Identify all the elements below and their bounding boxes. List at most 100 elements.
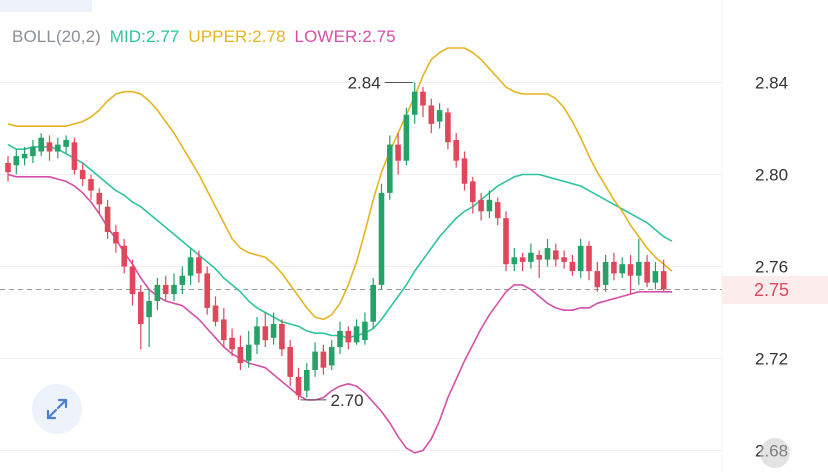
candle: [536, 250, 542, 278]
candle: [569, 255, 576, 276]
candle: [378, 183, 385, 290]
boll-legend: BOLL(20,2) MID:2.77 UPPER:2.78 LOWER:2.7…: [12, 27, 400, 47]
candle: [660, 259, 667, 292]
legend-mid: MID:2.77: [109, 27, 180, 46]
candle: [411, 82, 418, 124]
candle: [212, 296, 219, 327]
candle: [129, 259, 136, 306]
candle: [478, 192, 484, 221]
candle: [486, 190, 493, 219]
candle: [63, 135, 69, 154]
candle: [453, 133, 459, 168]
candle: [602, 255, 609, 292]
candle: [295, 367, 302, 400]
candle: [644, 255, 650, 288]
candle: [55, 137, 61, 159]
candle: [544, 238, 551, 267]
candle: [237, 335, 244, 370]
candle: [627, 255, 634, 295]
band-line-mid: [7, 143, 673, 339]
candle: [337, 321, 343, 354]
candle: [345, 326, 352, 350]
candle: [270, 312, 277, 345]
candle: [38, 133, 44, 157]
candle: [254, 317, 260, 354]
candle: [162, 275, 169, 301]
candle: [121, 238, 127, 274]
expand-chart-button[interactable]: [32, 384, 82, 434]
candle: [71, 137, 78, 175]
candle: [304, 363, 310, 398]
candle: [171, 273, 177, 301]
y-tick-label: 2.76: [755, 258, 788, 277]
candle: [279, 319, 285, 357]
candle: [312, 342, 318, 377]
candle: [561, 250, 567, 269]
candle: [179, 266, 186, 295]
candle: [113, 225, 119, 253]
candle: [328, 340, 335, 370]
candle: [461, 151, 468, 191]
candle: [586, 241, 592, 281]
candle: [196, 250, 202, 283]
candle: [13, 149, 20, 175]
candle: [528, 243, 534, 269]
watermark-logo: [760, 438, 790, 468]
candle: [445, 107, 451, 150]
legend-lower: LOWER:2.75: [294, 27, 396, 46]
candle: [104, 199, 111, 239]
candle: [79, 163, 86, 186]
candle: [88, 174, 94, 200]
candle: [511, 248, 518, 272]
candle: [387, 135, 393, 200]
candle: [229, 328, 235, 357]
candle: [619, 257, 625, 278]
current-price-label: 2.75: [754, 279, 790, 300]
y-tick-label: 2.72: [755, 350, 788, 369]
candle: [420, 87, 426, 117]
current-price-tag: 2.75: [722, 276, 828, 304]
candle: [287, 340, 293, 387]
candle: [403, 107, 410, 166]
candle: [245, 330, 252, 368]
candle: [96, 188, 103, 214]
candle: [519, 252, 526, 272]
candle: [395, 133, 401, 175]
candle: [636, 238, 642, 285]
candle: [470, 176, 476, 214]
candle: [362, 312, 368, 345]
candle: [138, 284, 144, 350]
candle: [30, 140, 36, 163]
candle: [436, 103, 443, 129]
candle: [21, 146, 28, 166]
candle: [370, 278, 376, 329]
candle: [320, 344, 327, 375]
candle: [46, 135, 53, 161]
candle: [503, 211, 509, 272]
y-tick-label: 2.80: [755, 166, 788, 185]
candle: [5, 156, 11, 182]
legend-upper: UPPER:2.78: [188, 27, 286, 46]
candle: [154, 278, 161, 311]
candle: [577, 238, 584, 278]
candle: [221, 307, 227, 347]
low-annotation-label: 2.70: [331, 391, 364, 410]
candle: [146, 289, 152, 347]
candle: [594, 261, 601, 292]
band-line-upper: [7, 47, 673, 321]
high-annotation-label: 2.84: [348, 74, 381, 93]
candle: [353, 319, 360, 345]
candle: [553, 243, 559, 267]
y-tick-label: 2.84: [755, 74, 788, 93]
candle: [494, 197, 501, 226]
candle: [187, 248, 194, 285]
candle: [611, 252, 617, 281]
candle: [652, 261, 659, 290]
expand-arrows-icon: [46, 398, 68, 420]
legend-indicator: BOLL(20,2): [12, 27, 101, 46]
top-strip: [0, 0, 92, 12]
candle: [262, 312, 269, 347]
candle: [428, 98, 435, 134]
candle: [204, 266, 210, 315]
